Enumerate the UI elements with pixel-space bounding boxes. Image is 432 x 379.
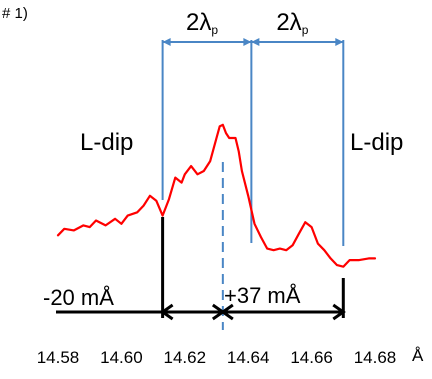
panel-label: # 1) [2,5,28,22]
span-label-1: 2λp [276,9,308,37]
plot-series [56,123,377,268]
shift-label-right: +37 mÅ [224,283,301,308]
x-tick-label-2: 14.62 [164,348,207,367]
l-dip-label-right: L-dip [350,129,403,156]
span-label-0: 2λp [186,9,218,37]
l-dip-label-left: L-dip [80,129,133,156]
shift-arrowhead-start-1 [220,303,234,321]
shift-arrowhead-end-1 [332,303,346,321]
span-arrowhead-right-1 [335,38,344,46]
x-tick-label-1: 14.60 [100,348,143,367]
x-axis-unit: Å [412,346,424,365]
x-tick-label-3: 14.64 [227,348,270,367]
series-line-0 [56,123,377,268]
shift-label-left: -20 mÅ [43,285,114,310]
wavelength-spans: 2λp 2λp [162,9,344,46]
span-arrowhead-right-0 [243,38,252,46]
span-arrowhead-left-1 [251,38,260,46]
x-tick-label-0: 14.58 [37,348,80,367]
span-label-main-0: 2λ [186,9,211,36]
span-label-main-1: 2λ [276,9,301,36]
shift-arrowhead-start-0 [159,303,174,321]
x-tick-label-4: 14.66 [290,348,333,367]
span-label-subscript-0: p [211,23,218,37]
x-tick-label-5: 14.68 [354,348,397,367]
span-arrowhead-left-0 [162,38,171,46]
shift-arrows [56,217,346,321]
span-label-subscript-1: p [302,23,309,37]
x-axis-ticks: 14.58 14.60 14.62 14.64 14.66 14.68 [37,348,397,367]
